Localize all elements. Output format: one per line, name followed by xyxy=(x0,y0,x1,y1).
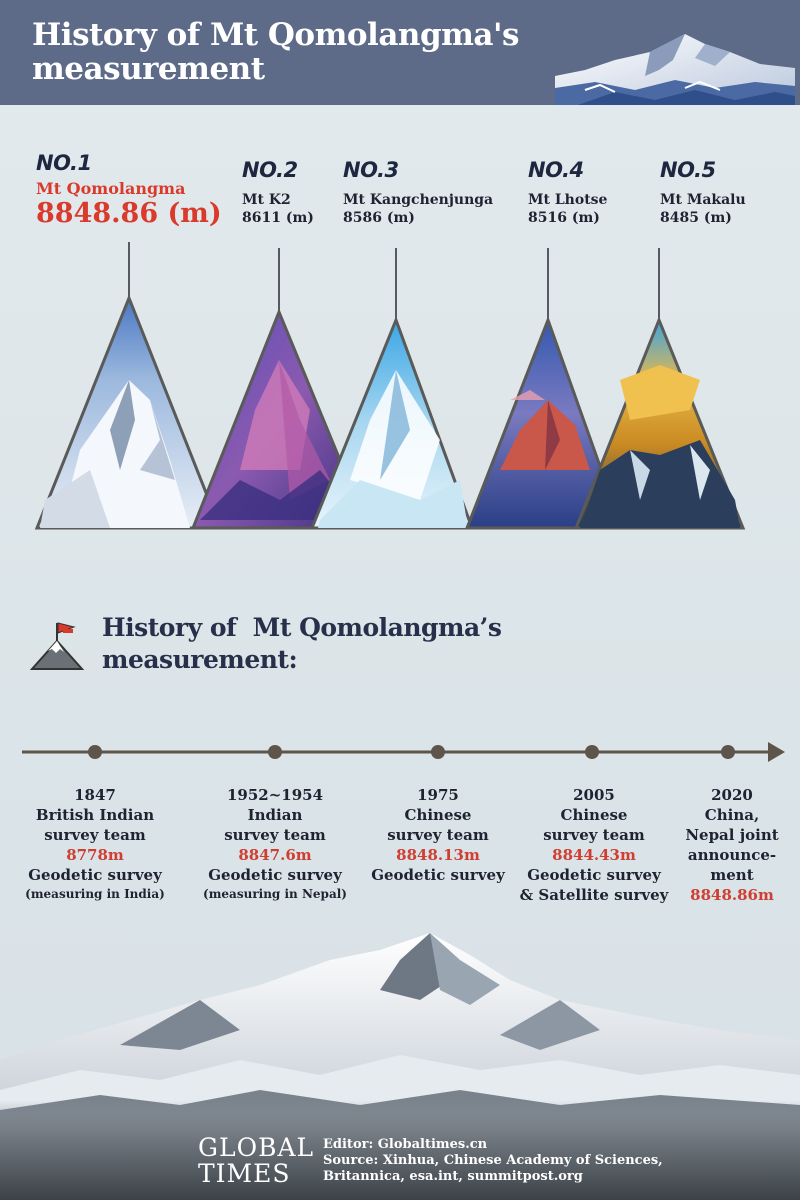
timeline-event-2020: 2020 China, Nepal joint announce- ment 8… xyxy=(676,785,788,905)
peak-5-triangle xyxy=(573,315,746,530)
mountain-flag-icon xyxy=(30,622,85,670)
event-team-line: ment xyxy=(710,866,754,884)
logo-line-1: GLOBAL xyxy=(198,1133,315,1162)
timeline-event-1952: 1952~1954 Indian survey team 8847.6m Geo… xyxy=(188,785,362,903)
event-value: 8848.13m xyxy=(396,846,480,864)
peak-3-label: NO.3 Mt Kangchenjunga 8586 (m) xyxy=(343,157,493,227)
event-note: (measuring in India) xyxy=(25,887,165,901)
event-team-line: British Indian xyxy=(35,806,155,824)
event-team-line: China, xyxy=(704,806,760,824)
peak-height: 8611 (m) xyxy=(242,210,314,226)
event-year: 1952~1954 xyxy=(226,786,324,804)
globaltimes-logo: GLOBAL TIMES xyxy=(198,1135,314,1187)
source-credit-line-1: Source: Xinhua, Chinese Academy of Scien… xyxy=(323,1153,663,1168)
peak-5-label: NO.5 Mt Makalu 8485 (m) xyxy=(660,157,746,227)
peak-3-triangle xyxy=(309,315,475,530)
event-value: 8847.6m xyxy=(238,846,312,864)
title-line-2: measurement xyxy=(32,51,265,87)
event-value: 8778m xyxy=(66,846,124,864)
event-method: Geodetic survey xyxy=(371,866,505,884)
peak-name: Mt K2 xyxy=(242,192,291,208)
event-year: 1847 xyxy=(74,786,116,804)
peak-4-triangle xyxy=(464,315,625,530)
peak-rank: NO.3 xyxy=(343,158,399,182)
event-team-line: survey team xyxy=(44,826,146,844)
credits: Editor: Globaltimes.cn Source: Xinhua, C… xyxy=(323,1137,663,1185)
peak-rank: NO.1 xyxy=(36,151,92,175)
event-year: 2020 xyxy=(711,786,753,804)
peak-name: Mt Kangchenjunga xyxy=(343,192,494,208)
event-method: Geodetic survey xyxy=(527,866,661,884)
event-method: Geodetic survey xyxy=(208,866,342,884)
peak-height: 8485 (m) xyxy=(660,210,732,226)
timeline-axis xyxy=(22,742,785,762)
timeline-event-1847: 1847 British Indian survey team 8778m Ge… xyxy=(8,785,182,903)
peaks-graphic xyxy=(34,242,746,530)
page-title: History of Mt Qomolangma's measurement xyxy=(32,18,572,86)
peak-rank: NO.2 xyxy=(242,158,298,182)
event-team-line: survey team xyxy=(543,826,645,844)
event-value: 8848.86m xyxy=(690,886,774,904)
peak-height: 8848.86 (m) xyxy=(36,198,222,229)
section-title-line-2: measurement: xyxy=(102,645,298,674)
editor-credit: Editor: Globaltimes.cn xyxy=(323,1137,488,1152)
event-year: 1975 xyxy=(417,786,459,804)
timeline-dot-2005 xyxy=(585,745,599,759)
event-year: 2005 xyxy=(573,786,615,804)
peak-rank: NO.4 xyxy=(528,158,584,182)
event-team-line: Nepal joint xyxy=(685,826,779,844)
peak-4-label: NO.4 Mt Lhotse 8516 (m) xyxy=(528,157,607,227)
footer-mountain-image xyxy=(0,933,800,1200)
peak-rank: NO.5 xyxy=(660,158,716,182)
peak-height: 8516 (m) xyxy=(528,210,600,226)
timeline-dot-1975 xyxy=(431,745,445,759)
event-method: Geodetic survey xyxy=(28,866,162,884)
timeline-dot-1847 xyxy=(88,745,102,759)
header-mountain-image xyxy=(555,34,795,105)
peak-name: Mt Qomolangma xyxy=(36,179,186,198)
title-line-1: History of Mt Qomolangma's xyxy=(32,17,519,53)
header-banner: History of Mt Qomolangma's measurement xyxy=(0,0,800,105)
event-team-line: Chinese xyxy=(404,806,472,824)
event-value: 8844.43m xyxy=(552,846,636,864)
event-note: (measuring in Nepal) xyxy=(203,887,347,901)
source-credit-line-2: Britannica, esa.int, summitpost.org xyxy=(323,1169,583,1184)
logo-line-2: TIMES xyxy=(198,1159,291,1188)
event-team-line: survey team xyxy=(224,826,326,844)
peak-2-label: NO.2 Mt K2 8611 (m) xyxy=(242,157,314,227)
timeline-event-2005: 2005 Chinese survey team 8844.43m Geodet… xyxy=(512,785,676,905)
event-team-line: Chinese xyxy=(560,806,628,824)
event-method-2: & Satellite survey xyxy=(519,886,669,904)
event-team-line: announce- xyxy=(687,846,777,864)
timeline-arrow-icon xyxy=(768,742,785,762)
event-team-line: Indian xyxy=(247,806,303,824)
section-title-line-1: History of Mt Qomolangma’s xyxy=(102,613,502,642)
peak-height: 8586 (m) xyxy=(343,210,415,226)
peak-1-label: NO.1 Mt Qomolangma 8848.86 (m) xyxy=(36,150,222,230)
timeline-dot-2020 xyxy=(721,745,735,759)
peak-2-triangle xyxy=(190,308,371,530)
section-title: History of Mt Qomolangma’s measurement: xyxy=(102,612,602,676)
timeline-event-1975: 1975 Chinese survey team 8848.13m Geodet… xyxy=(358,785,518,885)
timeline-dot-1952 xyxy=(268,745,282,759)
peak-name: Mt Makalu xyxy=(660,192,746,208)
peak-1-triangle xyxy=(34,293,223,530)
event-team-line: survey team xyxy=(387,826,489,844)
peak-name: Mt Lhotse xyxy=(528,192,608,208)
